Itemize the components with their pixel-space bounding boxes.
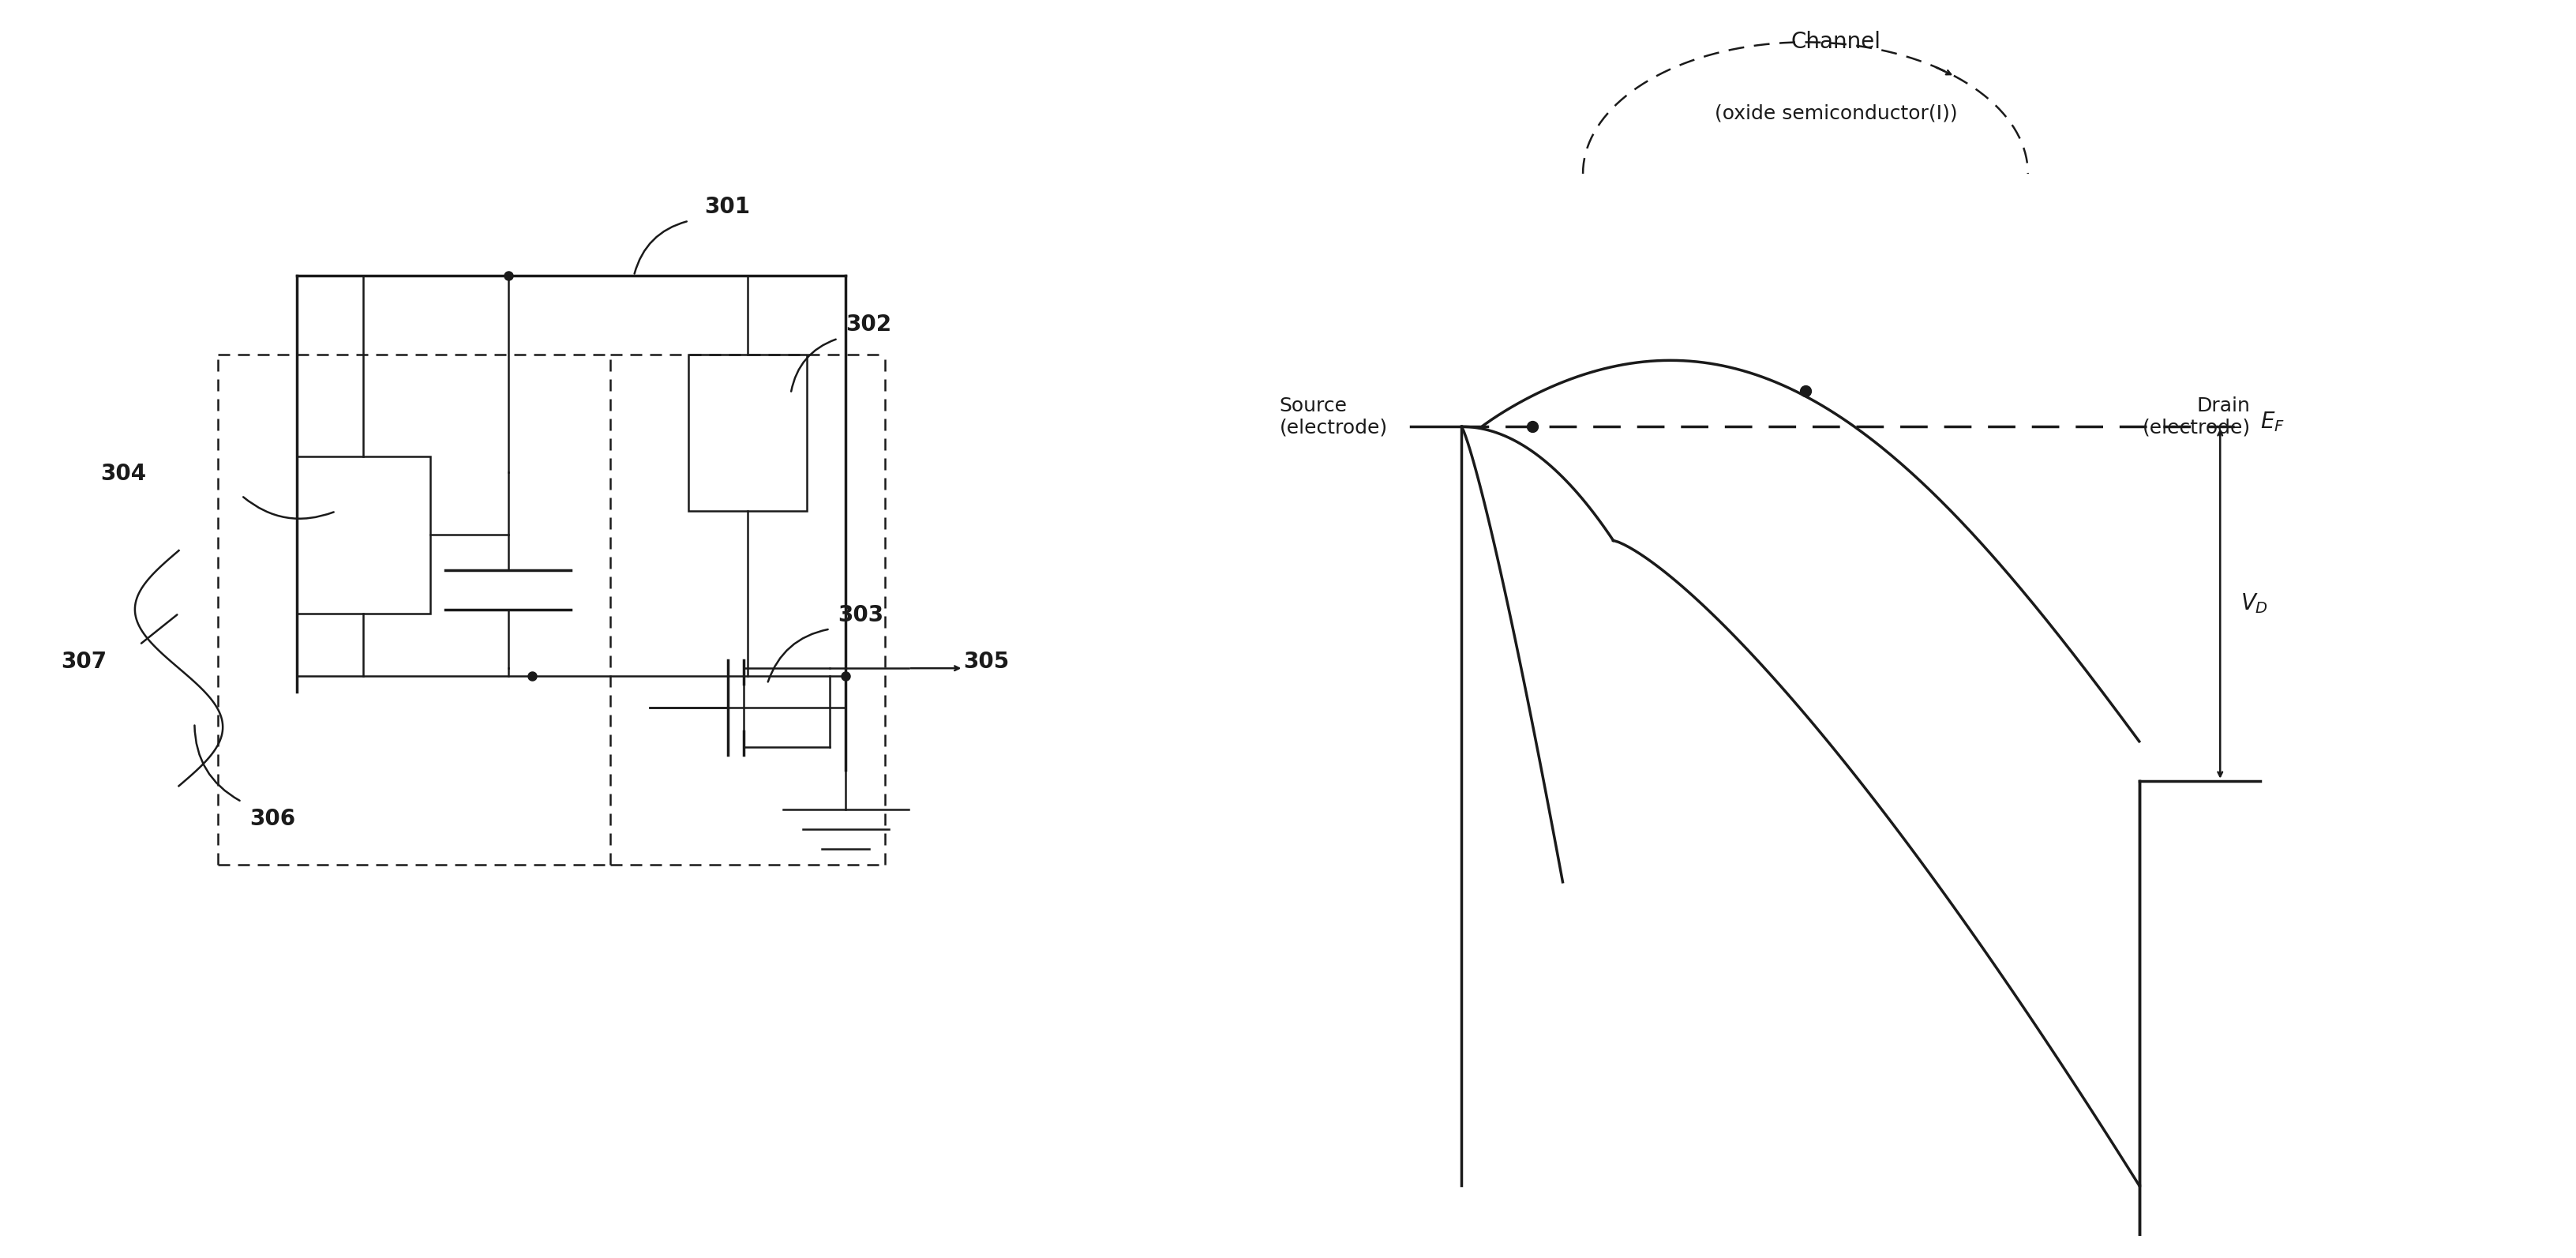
Text: Source
(electrode): Source (electrode) [1280,396,1388,437]
Text: 302: 302 [845,313,891,336]
Bar [296,457,430,614]
Text: $E_F$: $E_F$ [2262,410,2285,433]
Text: Channel: Channel [1790,31,1880,53]
Text: 301: 301 [703,196,750,218]
Text: 306: 306 [250,808,296,830]
Text: 307: 307 [62,650,108,673]
Bar [688,355,806,511]
Text: 304: 304 [100,463,147,484]
Text: 303: 303 [837,604,884,626]
Text: Drain
(electrode): Drain (electrode) [2143,396,2251,437]
Text: $V_D$: $V_D$ [2241,593,2267,615]
Text: (oxide semiconductor(Ⅰ)): (oxide semiconductor(Ⅰ)) [1716,103,1958,122]
Text: 305: 305 [963,650,1010,673]
